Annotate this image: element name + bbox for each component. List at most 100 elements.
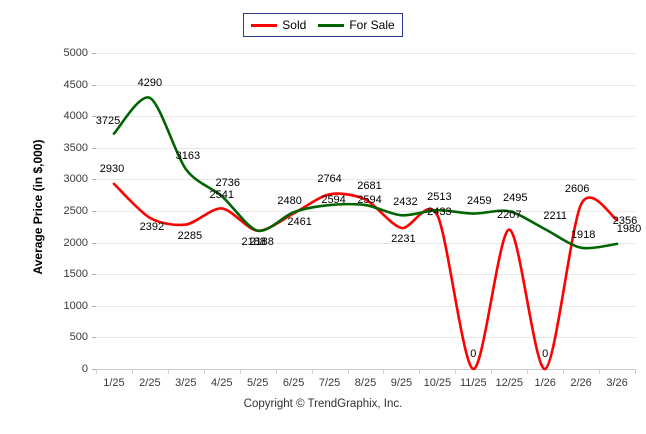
- x-tick-mark: [383, 369, 385, 374]
- series-line-for-sale: [112, 96, 619, 250]
- data-label: 2495: [502, 192, 528, 205]
- data-label: 2736: [215, 177, 241, 190]
- y-tick-label: 2000: [63, 236, 88, 249]
- x-tick-mark: [455, 369, 457, 374]
- series-line-sold: [112, 182, 619, 371]
- y-tick-mark: [92, 305, 96, 307]
- x-tick-label: 9/25: [390, 377, 413, 389]
- y-tick-mark: [92, 242, 96, 244]
- x-tick-mark: [563, 369, 565, 374]
- data-label: 2594: [321, 194, 346, 207]
- gridline: [96, 84, 635, 86]
- x-tick-mark: [491, 369, 493, 374]
- gridline: [96, 211, 635, 212]
- data-label: 2188: [241, 235, 266, 248]
- x-tick-label: 2/25: [139, 377, 161, 389]
- plot-area: 0 500 1000 1500 2000 2500 3000 3500 4000 4500 5000…: [64, 47, 642, 375]
- x-tick-label: 3/26: [606, 377, 628, 389]
- x-tick-label: 8/25: [354, 377, 377, 389]
- data-label: 2188: [249, 235, 274, 248]
- x-tick-mark: [239, 369, 241, 374]
- data-label: 2513: [427, 191, 452, 204]
- y-tick-label: 3500: [63, 141, 88, 154]
- y-tick-mark: [92, 211, 96, 212]
- y-tick-label: 1500: [63, 268, 88, 281]
- x-tick-label: 6/25: [282, 377, 305, 389]
- data-label: 2231: [391, 233, 416, 245]
- x-tick-label: 3/25: [175, 377, 197, 389]
- data-label: 1918: [570, 228, 596, 241]
- x-tick-label: 10/25: [423, 377, 452, 389]
- legend-label-for-sale: For Sale: [349, 18, 395, 32]
- y-tick-mark: [92, 337, 96, 339]
- y-tick-mark: [92, 147, 96, 149]
- x-tick-mark: [167, 369, 169, 374]
- x-tick-label: 5/25: [246, 377, 269, 389]
- data-label: 2480: [277, 195, 302, 208]
- copyright-footer: Copyright © TrendGraphix, Inc.: [243, 398, 403, 410]
- data-label: 2459: [467, 194, 492, 207]
- x-tick-mark: [419, 369, 421, 374]
- data-label: 2681: [357, 179, 382, 192]
- x-tick-mark: [347, 369, 349, 374]
- data-label: 2211: [543, 210, 567, 223]
- legend-item-for-sale[interactable]: For Sale: [318, 18, 395, 32]
- x-tick-label: 11/25: [459, 377, 487, 389]
- gridline: [96, 242, 635, 244]
- legend-label-sold: Sold: [282, 18, 307, 32]
- y-tick-label: 0: [81, 363, 88, 375]
- x-axis: 1/25 2/25 3/25 4/25 5/25 6/25 7/25 8/25 9/25 10/2…: [96, 369, 636, 393]
- chart-legend: Sold For Sale: [243, 13, 403, 37]
- data-label: 0: [470, 348, 477, 360]
- x-tick-mark: [527, 369, 529, 374]
- y-tick-mark: [92, 369, 96, 370]
- x-tick-label: 1/25: [103, 377, 125, 389]
- x-tick-mark: [311, 369, 313, 374]
- y-tick-label: 5000: [63, 47, 88, 59]
- gridline: [96, 337, 635, 339]
- data-label: 3725: [95, 114, 121, 127]
- data-label: 2541: [209, 189, 235, 202]
- x-tick-mark: [203, 369, 205, 374]
- x-tick-label: 2/26: [570, 377, 592, 389]
- y-tick-label: 3000: [63, 173, 88, 186]
- data-label: 2930: [99, 162, 125, 175]
- y-tick-mark: [92, 274, 96, 276]
- gridline: [96, 369, 635, 370]
- y-tick-label: 2500: [63, 205, 88, 217]
- x-tick-label: 4/25: [211, 377, 233, 389]
- data-label: 0: [542, 348, 549, 360]
- x-tick-label: 12/25: [495, 377, 523, 389]
- y-tick-mark: [92, 116, 96, 118]
- x-tick-label: 7/25: [318, 377, 341, 389]
- gridline: [96, 116, 635, 118]
- data-label: 2764: [317, 173, 342, 186]
- x-tick-mark: [275, 369, 277, 374]
- data-label: 2356: [612, 215, 638, 228]
- y-tick-mark: [92, 179, 96, 181]
- x-tick-mark: [131, 369, 133, 374]
- line-swatch-red-icon: [251, 23, 278, 27]
- data-label: 1980: [616, 222, 642, 235]
- gridline: [96, 305, 635, 307]
- data-label: 3163: [175, 150, 201, 163]
- x-tick-mark: [635, 369, 636, 374]
- gridline: [96, 53, 635, 54]
- data-label: 4290: [137, 76, 163, 89]
- x-tick-mark: [96, 369, 97, 374]
- data-label: 2285: [177, 229, 203, 242]
- gridline: [96, 274, 635, 276]
- line-swatch-green-icon: [318, 23, 345, 27]
- y-tick-label: 4500: [63, 78, 88, 91]
- y-tick-label: 1000: [63, 299, 88, 312]
- y-tick-label: 500: [69, 331, 88, 344]
- y-tick-mark: [92, 53, 96, 54]
- gridline: [96, 179, 635, 181]
- data-label: 2207: [496, 208, 522, 221]
- data-label: 2606: [564, 183, 590, 196]
- data-label: 2433: [427, 206, 452, 219]
- x-tick-mark: [599, 369, 601, 374]
- data-label: 2461: [287, 216, 312, 229]
- legend-item-sold[interactable]: Sold: [251, 19, 306, 31]
